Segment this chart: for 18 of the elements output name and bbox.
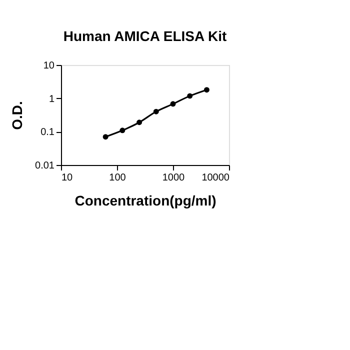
point — [187, 93, 193, 99]
point — [120, 128, 126, 134]
y-axis-title: O.D. — [9, 101, 26, 130]
point — [102, 134, 108, 140]
y-tick-label: 10 — [43, 60, 55, 72]
y-tick-label: 0.1 — [40, 127, 55, 138]
x-axis-title: Concentration(pg/ml) — [74, 192, 216, 208]
x-tick-label: 10000 — [202, 172, 230, 184]
point — [136, 120, 142, 126]
y-tick-label: 1 — [48, 94, 55, 105]
chart-title: Human AMICA ELISA Kit — [63, 28, 227, 44]
y-tick-label: 0.01 — [35, 160, 55, 172]
x-tick-label: 1000 — [162, 172, 186, 184]
x-tick-label: 10 — [62, 172, 74, 184]
point — [170, 101, 176, 107]
x-tick-label: 100 — [109, 172, 126, 184]
point — [153, 108, 159, 114]
point — [204, 87, 210, 93]
